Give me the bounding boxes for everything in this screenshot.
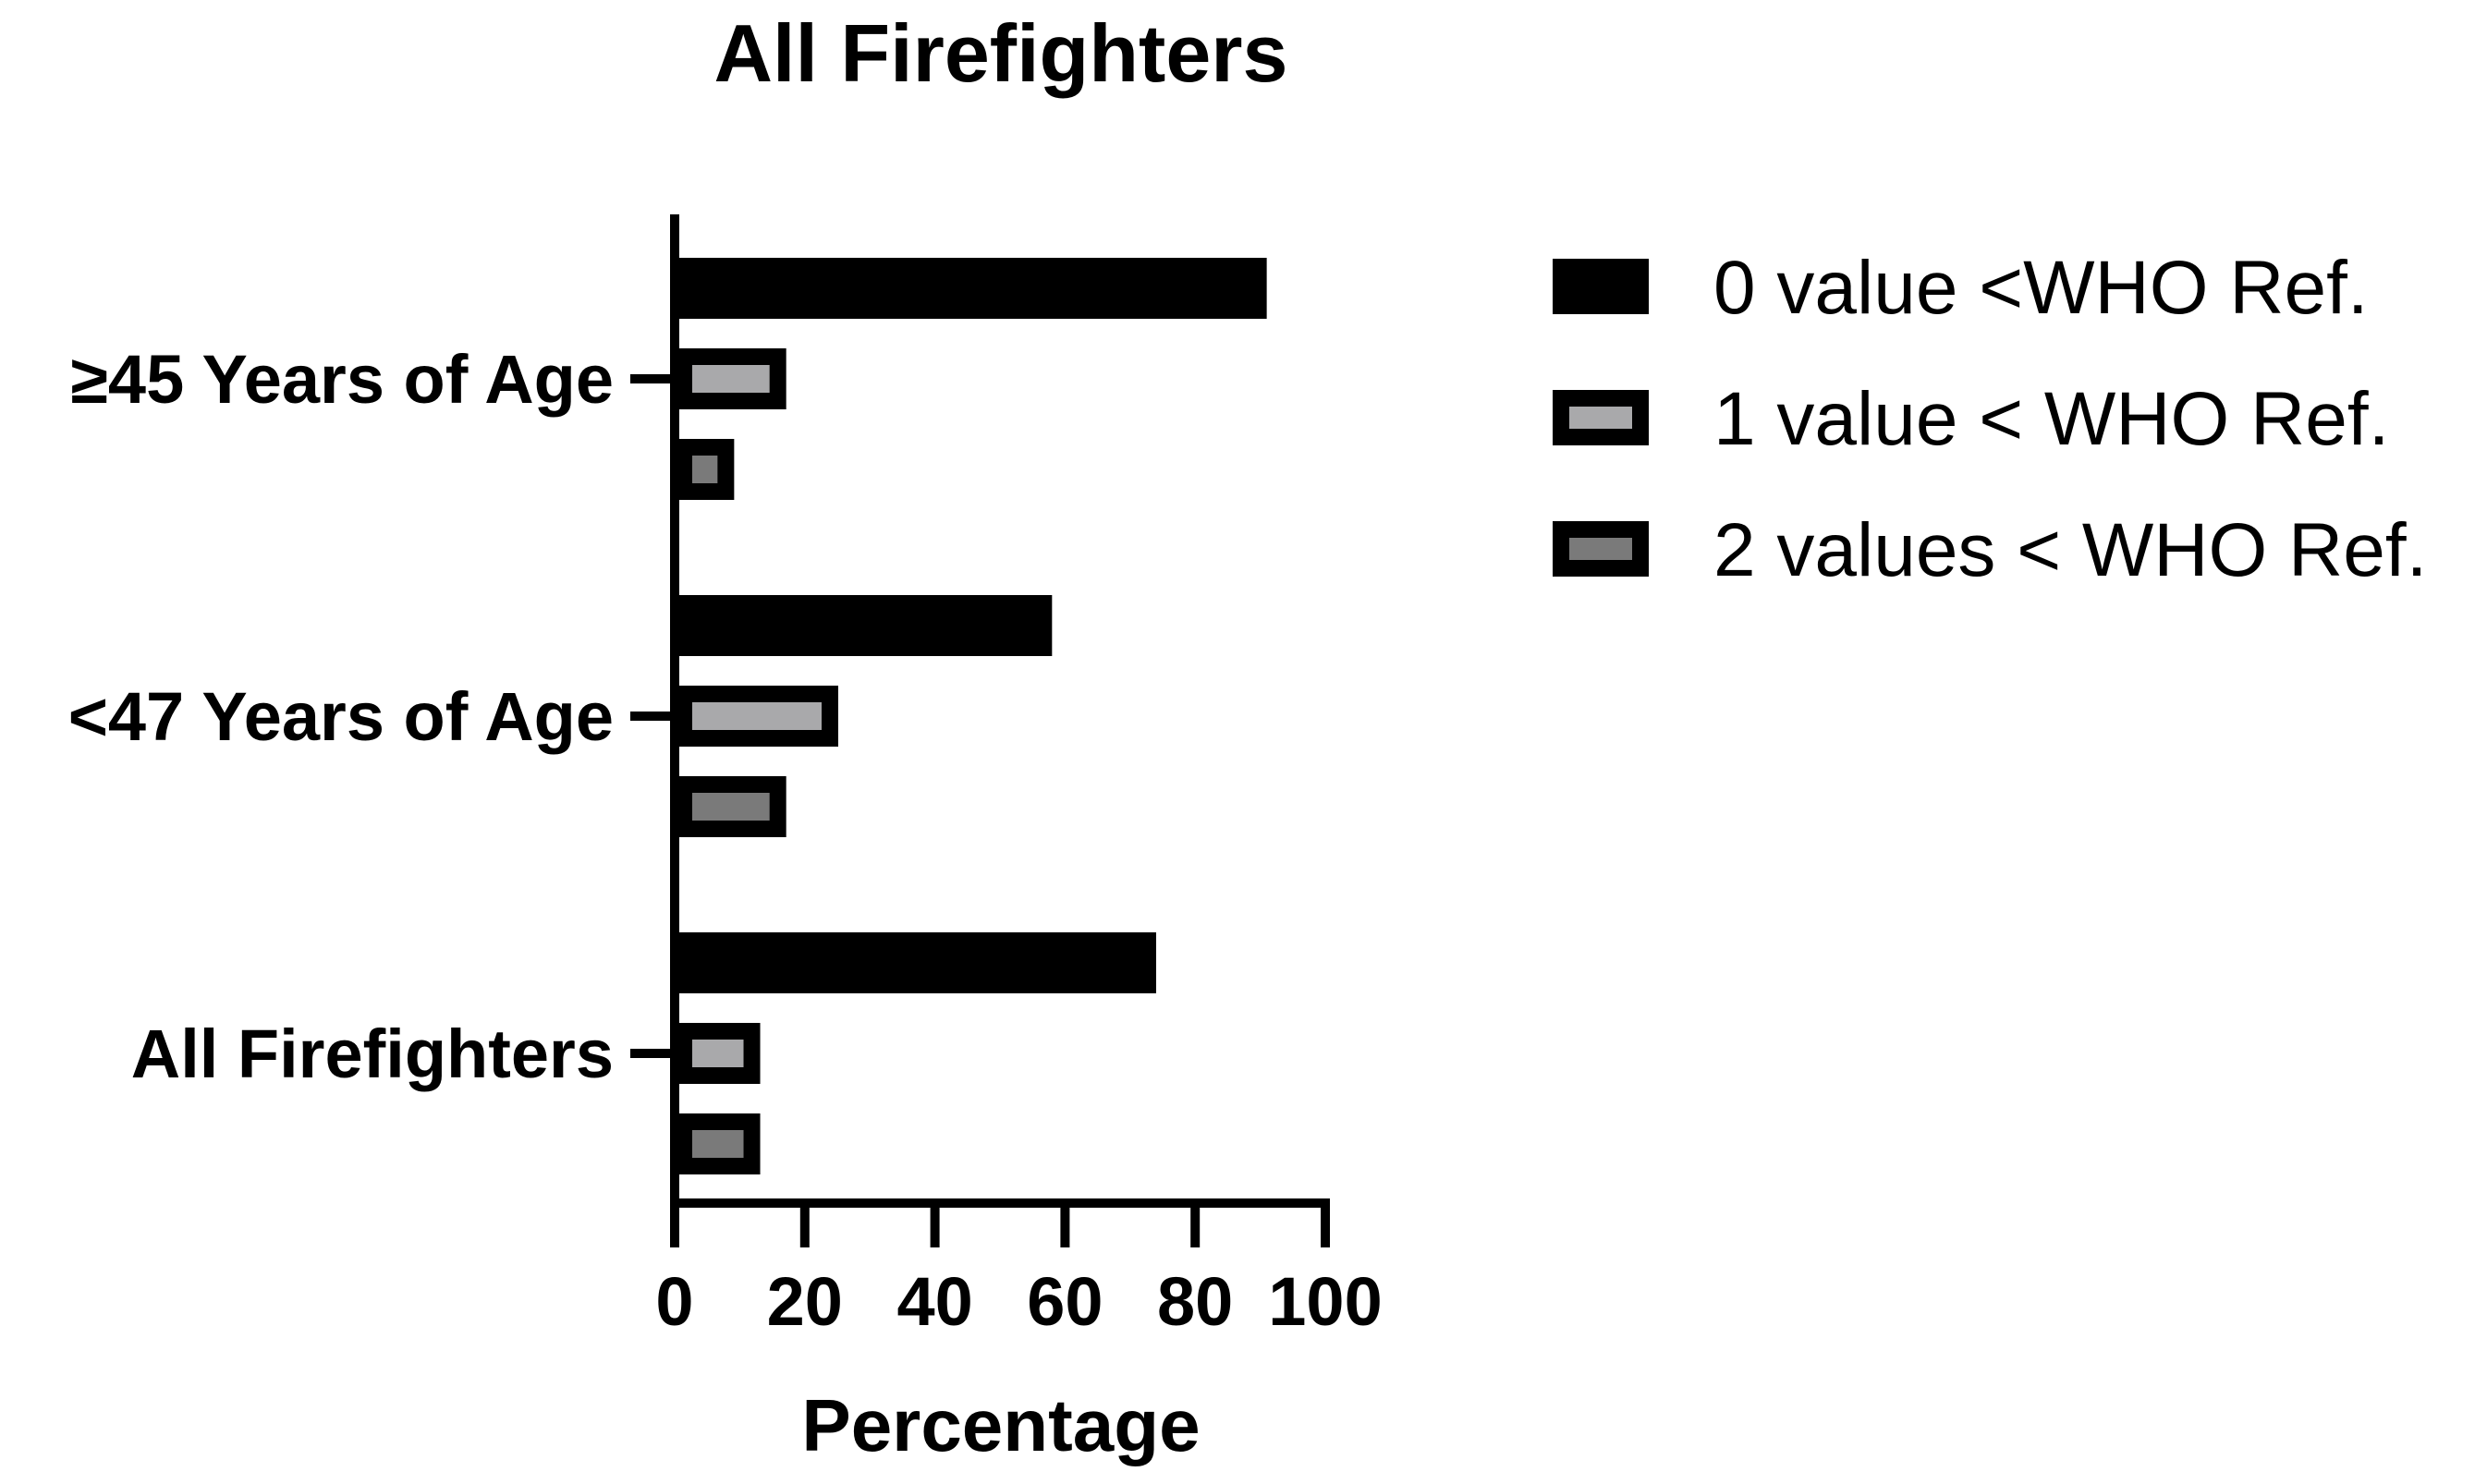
bar: [676, 1113, 761, 1174]
category-label: <47 Years of Age: [68, 678, 614, 755]
bar: [679, 932, 1156, 993]
bar: [676, 776, 786, 837]
plot-bars: [676, 258, 1267, 1174]
legend-label: 2 values < WHO Ref.: [1713, 508, 2427, 592]
x-tick-label: 80: [1157, 1263, 1233, 1340]
x-tick-label: 100: [1268, 1263, 1382, 1340]
y-axis: ≥45 Years of Age <47 Years of Age All Fire…: [68, 214, 679, 1208]
legend-swatch: [1553, 390, 1649, 445]
bar: [676, 439, 735, 500]
legend-swatch: [1553, 259, 1649, 314]
bar: [676, 1023, 761, 1084]
x-tick-label: 20: [767, 1263, 843, 1340]
x-axis-title: Percentage: [801, 1384, 1200, 1466]
legend-swatch: [1553, 521, 1649, 577]
bar: [676, 686, 838, 747]
legend-label: 1 value < WHO Ref.: [1713, 377, 2389, 461]
legend: 0 value <WHO Ref. 1 value < WHO Ref. 2 val…: [1553, 246, 2427, 592]
bar: [676, 348, 786, 409]
bar: [679, 258, 1267, 319]
category-label: ≥45 Years of Age: [70, 341, 614, 418]
category-label: All Firefighters: [131, 1016, 614, 1092]
x-tick-label: 60: [1027, 1263, 1103, 1340]
x-axis: 0 20 40 60 80 100: [655, 1198, 1383, 1340]
bar: [679, 595, 1053, 656]
x-tick-label: 40: [896, 1263, 972, 1340]
x-tick-label: 0: [655, 1263, 693, 1340]
chart-title: All Firefighters: [714, 7, 1288, 99]
legend-label: 0 value <WHO Ref.: [1713, 246, 2369, 330]
